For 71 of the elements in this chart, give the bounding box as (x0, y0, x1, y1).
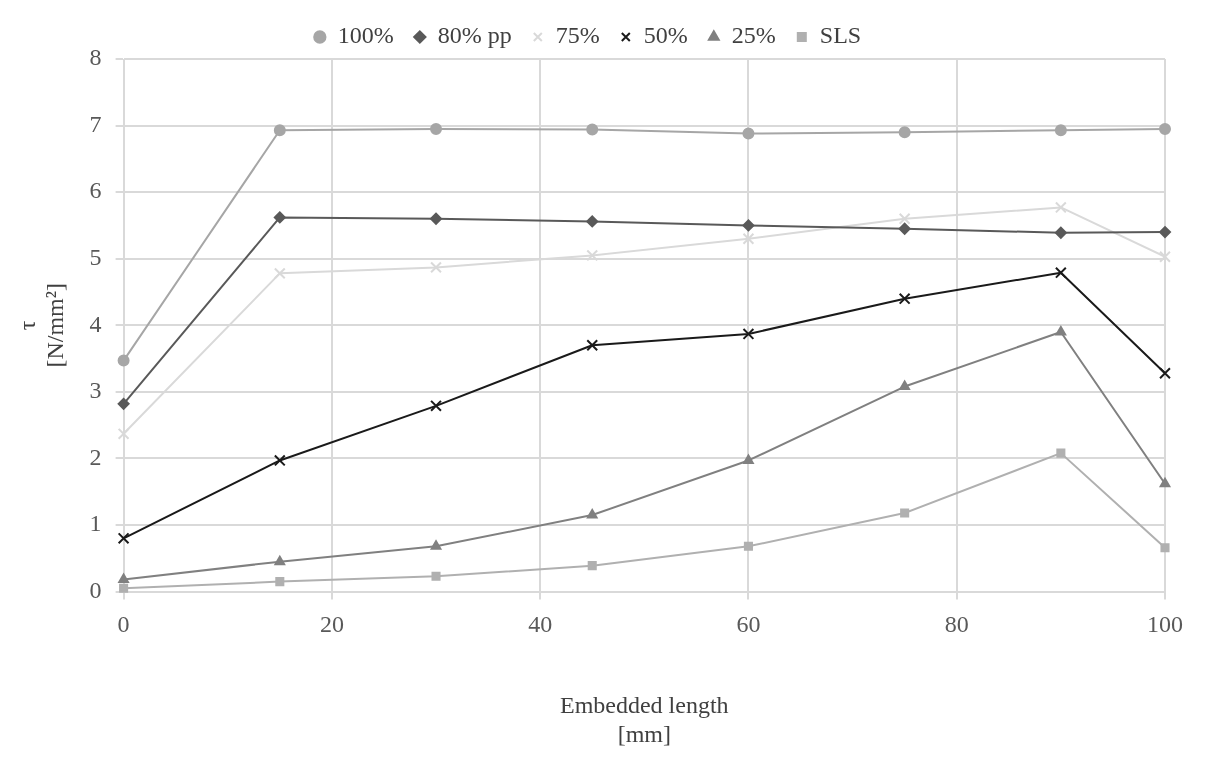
x-tick-label: 20 (319, 611, 344, 638)
y-tick-label: 3 (89, 377, 102, 404)
point (117, 532, 130, 545)
point (431, 571, 441, 581)
point (273, 267, 286, 280)
point (1159, 477, 1171, 488)
point (742, 127, 755, 140)
point (273, 124, 286, 137)
point (1159, 226, 1171, 239)
legend-label: 25% (731, 22, 776, 49)
point (586, 215, 599, 228)
point (1160, 543, 1170, 553)
point (743, 541, 753, 551)
point (742, 328, 755, 340)
point (1056, 448, 1066, 458)
legend-label: 75% (555, 22, 600, 49)
point (273, 211, 286, 224)
point (117, 397, 130, 410)
x-tick-label: 60 (736, 611, 761, 638)
point (743, 454, 754, 464)
legend-label: 50% (643, 22, 688, 49)
point (430, 540, 442, 550)
point (117, 354, 130, 367)
point (899, 380, 910, 391)
y-tick-label: 1 (89, 510, 102, 537)
y-tick-label: 4 (89, 310, 102, 337)
legend-label: 80% pp (437, 22, 512, 49)
point (742, 219, 755, 232)
x-tick-label: 80 (944, 611, 969, 638)
point (586, 123, 599, 136)
y-tick-label: 5 (89, 244, 102, 271)
point (586, 339, 599, 352)
point (1054, 201, 1067, 214)
y-axis-title: τ [N/mm²] (13, 283, 69, 368)
point (742, 232, 755, 245)
y-tick-label: 8 (89, 44, 102, 71)
point (898, 222, 911, 235)
y-tick-label: 7 (89, 110, 102, 137)
point (430, 399, 442, 412)
point (1159, 250, 1171, 263)
y-tick-label: 6 (89, 177, 102, 204)
point (274, 555, 286, 566)
point (273, 454, 286, 467)
point (275, 577, 285, 587)
point (1054, 226, 1067, 239)
x-tick-label: 0 (117, 611, 130, 638)
point (898, 292, 911, 305)
point (1054, 124, 1067, 137)
x-axis-title: Embedded length [mm] (559, 692, 729, 747)
point (430, 261, 442, 274)
point (430, 212, 443, 225)
point (1159, 122, 1171, 135)
legend-label: SLS (819, 22, 862, 49)
point (586, 509, 598, 519)
legend-label: 100% (337, 22, 394, 49)
point (117, 427, 130, 440)
point (587, 561, 597, 571)
point (1159, 367, 1171, 380)
point (430, 122, 443, 135)
point (898, 212, 911, 225)
y-tick-label: 2 (89, 443, 102, 470)
x-tick-label: 40 (528, 611, 553, 638)
x-tick-label: 100 (1147, 611, 1183, 638)
point (118, 573, 129, 584)
point (900, 508, 910, 518)
point (1055, 325, 1067, 336)
point (1054, 266, 1067, 279)
point (119, 583, 129, 593)
y-tick-label: 0 (89, 576, 102, 603)
point (586, 249, 599, 262)
point (898, 126, 911, 139)
